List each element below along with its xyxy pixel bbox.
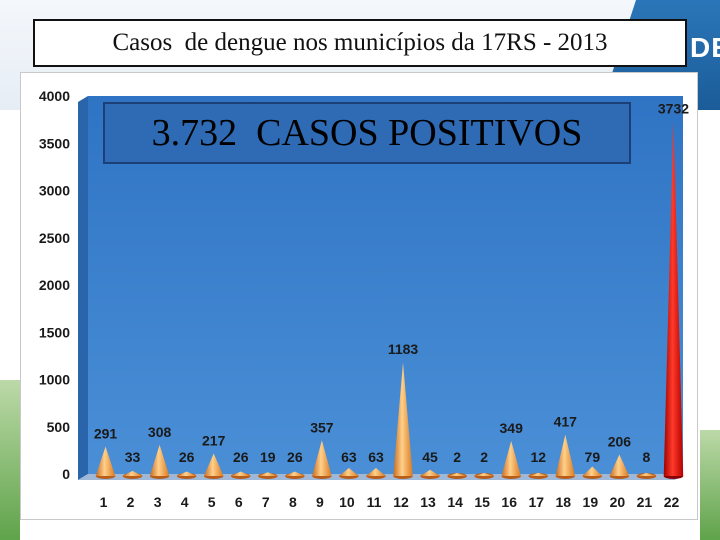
- bar-10: [339, 468, 359, 476]
- bar-7: [258, 472, 278, 476]
- x-tick-label: 6: [235, 494, 243, 510]
- data-label: 19: [260, 449, 276, 465]
- y-tick-label: 500: [47, 419, 71, 435]
- x-tick-label: 11: [367, 494, 382, 510]
- data-label: 12: [530, 449, 546, 465]
- x-tick-label: 10: [339, 494, 355, 510]
- x-tick-label: 17: [528, 494, 544, 510]
- y-tick-label: 1000: [39, 372, 70, 388]
- data-label: 206: [608, 434, 632, 450]
- bar-4: [176, 471, 197, 476]
- bar-14: [447, 473, 467, 476]
- x-tick-label: 1: [100, 494, 108, 510]
- data-label: 33: [125, 449, 141, 465]
- x-tick-label: 21: [637, 494, 653, 510]
- x-tick-label: 14: [447, 494, 463, 510]
- x-tick-label: 3: [154, 494, 162, 510]
- data-label: 79: [585, 449, 601, 465]
- bar-5: [203, 453, 224, 476]
- bar-9: [312, 440, 332, 476]
- data-label: 2: [453, 449, 461, 465]
- x-tick-label: 13: [420, 494, 436, 510]
- data-label: 8: [643, 449, 651, 465]
- left-decor-band: [0, 380, 20, 540]
- bar-21: [636, 473, 657, 476]
- y-tick-label: 4000: [39, 88, 70, 104]
- x-tick-label: 19: [583, 494, 599, 510]
- bar-13: [420, 469, 440, 476]
- y-tick-label: 3500: [39, 135, 70, 151]
- data-label: 349: [500, 420, 524, 436]
- bar-16: [501, 441, 521, 476]
- right-decor-band: [700, 430, 720, 540]
- bar-12: [393, 362, 413, 476]
- bar-20: [609, 454, 630, 476]
- data-label: 63: [368, 449, 384, 465]
- x-tick-label: 12: [393, 494, 409, 510]
- data-label: 1183: [388, 341, 419, 357]
- x-tick-label: 16: [501, 494, 517, 510]
- x-tick-label: 8: [289, 494, 297, 510]
- bar-3: [149, 444, 170, 476]
- bar-22: [663, 121, 684, 477]
- data-label: 217: [202, 432, 226, 448]
- bar-19: [582, 466, 603, 476]
- bar-11: [366, 468, 386, 476]
- data-label: 308: [148, 424, 172, 440]
- data-label: 2: [480, 449, 488, 465]
- data-label: 26: [179, 449, 195, 465]
- data-label: 45: [422, 449, 438, 465]
- bar-2: [122, 470, 143, 476]
- data-label: 26: [233, 449, 249, 465]
- data-label: 291: [94, 426, 118, 442]
- x-tick-label: 15: [474, 494, 490, 510]
- y-tick-label: 1500: [39, 324, 70, 340]
- data-label: 63: [341, 449, 357, 465]
- y-tick-label: 2500: [39, 230, 70, 246]
- slide-title: Casos de dengue nos municípios da 17RS -…: [33, 19, 687, 67]
- plot-side-wall: [78, 96, 88, 480]
- bar-1: [95, 446, 116, 476]
- x-tick-label: 20: [610, 494, 626, 510]
- x-tick-label: 9: [316, 494, 324, 510]
- data-label: 26: [287, 449, 303, 465]
- data-label: 357: [310, 419, 334, 435]
- x-tick-label: 7: [262, 494, 270, 510]
- data-label: 417: [554, 414, 578, 430]
- x-tick-label: 5: [208, 494, 216, 510]
- bar-17: [528, 472, 548, 476]
- callout-total-cases: 3.732 CASOS POSITIVOS: [103, 102, 631, 164]
- y-tick-label: 2000: [39, 277, 70, 293]
- x-tick-label: 22: [664, 494, 680, 510]
- x-tick-label: 18: [556, 494, 572, 510]
- data-label: 3732: [658, 100, 689, 116]
- brand-text: DE: [690, 32, 720, 63]
- x-tick-label: 4: [181, 494, 189, 510]
- y-tick-label: 3000: [39, 183, 70, 199]
- bar-8: [285, 471, 305, 476]
- x-tick-label: 2: [127, 494, 135, 510]
- y-tick-label: 0: [62, 466, 70, 482]
- bar-18: [555, 434, 576, 476]
- bar-6: [231, 471, 251, 476]
- bar-15: [474, 473, 494, 476]
